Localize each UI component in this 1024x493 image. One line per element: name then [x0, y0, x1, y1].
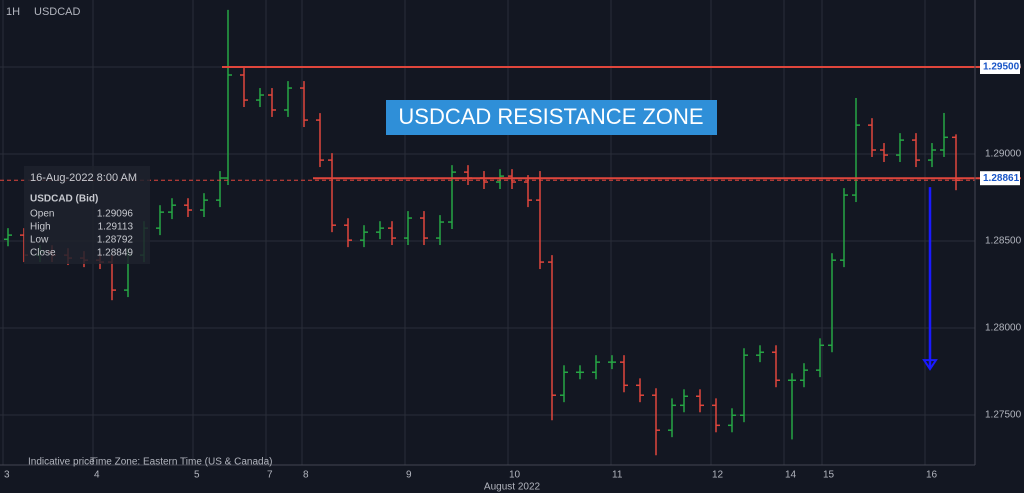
x-tick-label: 12	[712, 470, 724, 481]
price-tag-label: 1.28861	[983, 173, 1020, 184]
y-tick-label: 1.28000	[985, 323, 1022, 334]
footer-note: Time Zone: Eastern Time (US & Canada)	[90, 457, 272, 468]
symbol: USDCAD	[34, 6, 81, 18]
annotation-box	[386, 100, 717, 135]
x-tick-label: 8	[303, 470, 309, 481]
x-axis-title: August 2022	[484, 482, 541, 493]
price-tag	[980, 171, 1020, 186]
tooltip-label: Low	[30, 235, 49, 246]
x-tick-label: 9	[406, 470, 412, 481]
x-tick-label: 15	[823, 470, 835, 481]
tooltip-date: 16-Aug-2022 8:00 AM	[30, 172, 137, 184]
x-tick-label: 4	[94, 470, 100, 481]
footer-note: Indicative price	[28, 457, 95, 468]
x-tick-label: 11	[612, 470, 623, 481]
tooltip-value: 1.29113	[98, 222, 134, 233]
tooltip-value: 1.28849	[97, 248, 134, 259]
tooltip-label: Close	[30, 248, 56, 259]
x-tick-label: 7	[267, 470, 273, 481]
tooltip-label: Open	[30, 209, 54, 220]
tooltip-series: USDCAD (Bid)	[30, 194, 98, 205]
price-tag-label: 1.29500	[983, 62, 1020, 73]
annotation: USDCAD RESISTANCE ZONE	[398, 104, 703, 129]
x-tick-label: 16	[926, 470, 938, 481]
x-tick-label: 14	[785, 470, 797, 481]
y-tick-label: 1.28500	[985, 236, 1022, 247]
x-tick-label: 5	[194, 470, 200, 481]
x-tick-label: 3	[4, 470, 10, 481]
arrow-head	[922, 359, 938, 371]
y-tick-label: 1.29000	[985, 149, 1022, 160]
tooltip-value: 1.28792	[97, 235, 134, 246]
price-tag	[980, 60, 1020, 75]
x-tick-label: 10	[509, 470, 521, 481]
y-tick-label: 1.27500	[985, 410, 1022, 421]
interval: 1H	[6, 6, 20, 18]
tooltip: 16-Aug-2022 8:00 AM USDCAD (Bid) Open Hi…	[24, 166, 150, 264]
tooltip-label: High	[30, 222, 51, 233]
tooltip-value: 1.29096	[97, 209, 134, 220]
tooltip-box	[24, 166, 150, 264]
